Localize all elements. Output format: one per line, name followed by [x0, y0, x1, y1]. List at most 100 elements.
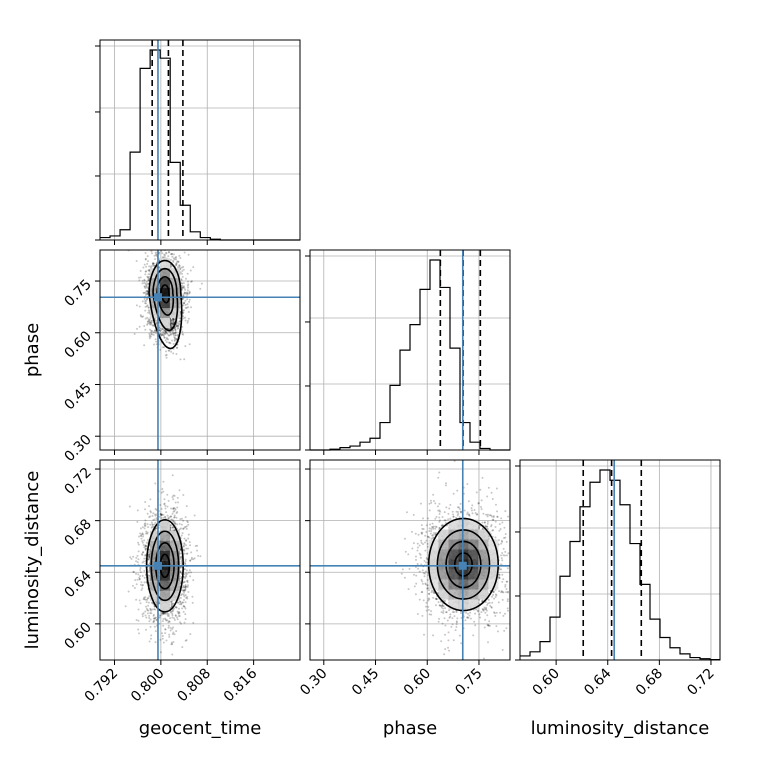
sample-point [190, 571, 193, 574]
sample-point [172, 329, 175, 332]
sample-point [174, 334, 177, 337]
sample-point [171, 633, 174, 636]
sample-point [162, 641, 165, 644]
sample-point [184, 585, 187, 588]
sample-point [435, 598, 438, 601]
sample-point [180, 527, 183, 530]
sample-point [176, 523, 179, 526]
sample-point [160, 334, 163, 337]
sample-point [158, 329, 161, 332]
sample-point [170, 518, 173, 521]
sample-point [143, 278, 146, 281]
sample-point [150, 526, 153, 529]
sample-point [420, 591, 423, 594]
sample-point [161, 332, 164, 335]
sample-point [179, 596, 182, 599]
sample-point [148, 640, 151, 643]
sample-point [175, 262, 178, 265]
sample-point [172, 259, 175, 262]
sample-point [182, 311, 185, 314]
sample-point [182, 605, 185, 608]
sample-point [170, 600, 173, 603]
sample-point [164, 612, 167, 615]
sample-point [172, 641, 175, 644]
sample-point [175, 512, 178, 515]
sample-point [182, 589, 185, 592]
sample-point [185, 547, 188, 550]
sample-point [170, 507, 173, 510]
sample-point [146, 531, 149, 534]
sample-point [169, 610, 172, 613]
sample-point [153, 608, 156, 611]
sample-point [155, 340, 158, 343]
sample-point [187, 317, 190, 320]
sample-point [483, 606, 486, 609]
sample-point [178, 264, 181, 267]
sample-point [145, 302, 148, 305]
sample-point [141, 615, 144, 618]
panel-geocent-time-hist [95, 39, 301, 245]
sample-point [165, 639, 168, 642]
sample-point [144, 292, 147, 295]
sample-point [180, 556, 183, 559]
sample-point [150, 601, 153, 604]
y-tick-label: 0.60 [61, 619, 94, 652]
sample-point [151, 262, 154, 265]
sample-point [146, 298, 149, 301]
sample-point [179, 518, 182, 521]
sample-point [183, 537, 186, 540]
sample-point [179, 358, 182, 361]
sample-point [146, 289, 149, 292]
sample-point [152, 343, 155, 346]
truth-marker [153, 293, 162, 302]
contour-line [152, 267, 179, 332]
sample-point [178, 611, 181, 614]
sample-point [165, 356, 168, 359]
sample-point [170, 322, 173, 325]
sample-point [136, 509, 139, 512]
sample-point [183, 543, 186, 546]
sample-point [152, 331, 155, 334]
sample-point [499, 527, 502, 530]
sample-point [164, 330, 167, 333]
sample-point [148, 569, 151, 572]
sample-point [153, 242, 155, 244]
sample-point [187, 590, 190, 593]
sample-point [182, 589, 185, 592]
sample-point [147, 319, 150, 322]
sample-point [166, 614, 169, 617]
sample-point [163, 346, 166, 349]
sample-point [160, 491, 163, 494]
sample-point [169, 264, 172, 267]
sample-point [189, 559, 192, 562]
density-cell [169, 530, 180, 541]
sample-point [186, 595, 189, 598]
sample-point [172, 319, 175, 322]
sample-point [186, 584, 189, 587]
sample-point [505, 540, 508, 543]
sample-point [147, 309, 150, 312]
sample-point [420, 524, 423, 527]
sample-point [159, 236, 161, 238]
sample-point [174, 256, 177, 259]
sample-point [162, 513, 165, 516]
sample-point [170, 241, 172, 243]
sample-point [143, 324, 146, 327]
sample-point [174, 606, 177, 609]
sample-point [164, 515, 167, 518]
sample-point [183, 580, 186, 583]
sample-point [150, 521, 153, 524]
sample-point [440, 640, 443, 643]
sample-point [137, 608, 140, 611]
sample-point [145, 299, 148, 302]
sample-point [148, 332, 151, 335]
sample-point [173, 617, 176, 620]
sample-point [183, 589, 186, 592]
sample-point [169, 526, 172, 529]
sample-point [145, 280, 148, 283]
sample-point [147, 277, 150, 280]
sample-point [183, 309, 186, 312]
sample-point [418, 544, 421, 547]
sample-point [187, 547, 190, 550]
sample-point [158, 616, 161, 619]
